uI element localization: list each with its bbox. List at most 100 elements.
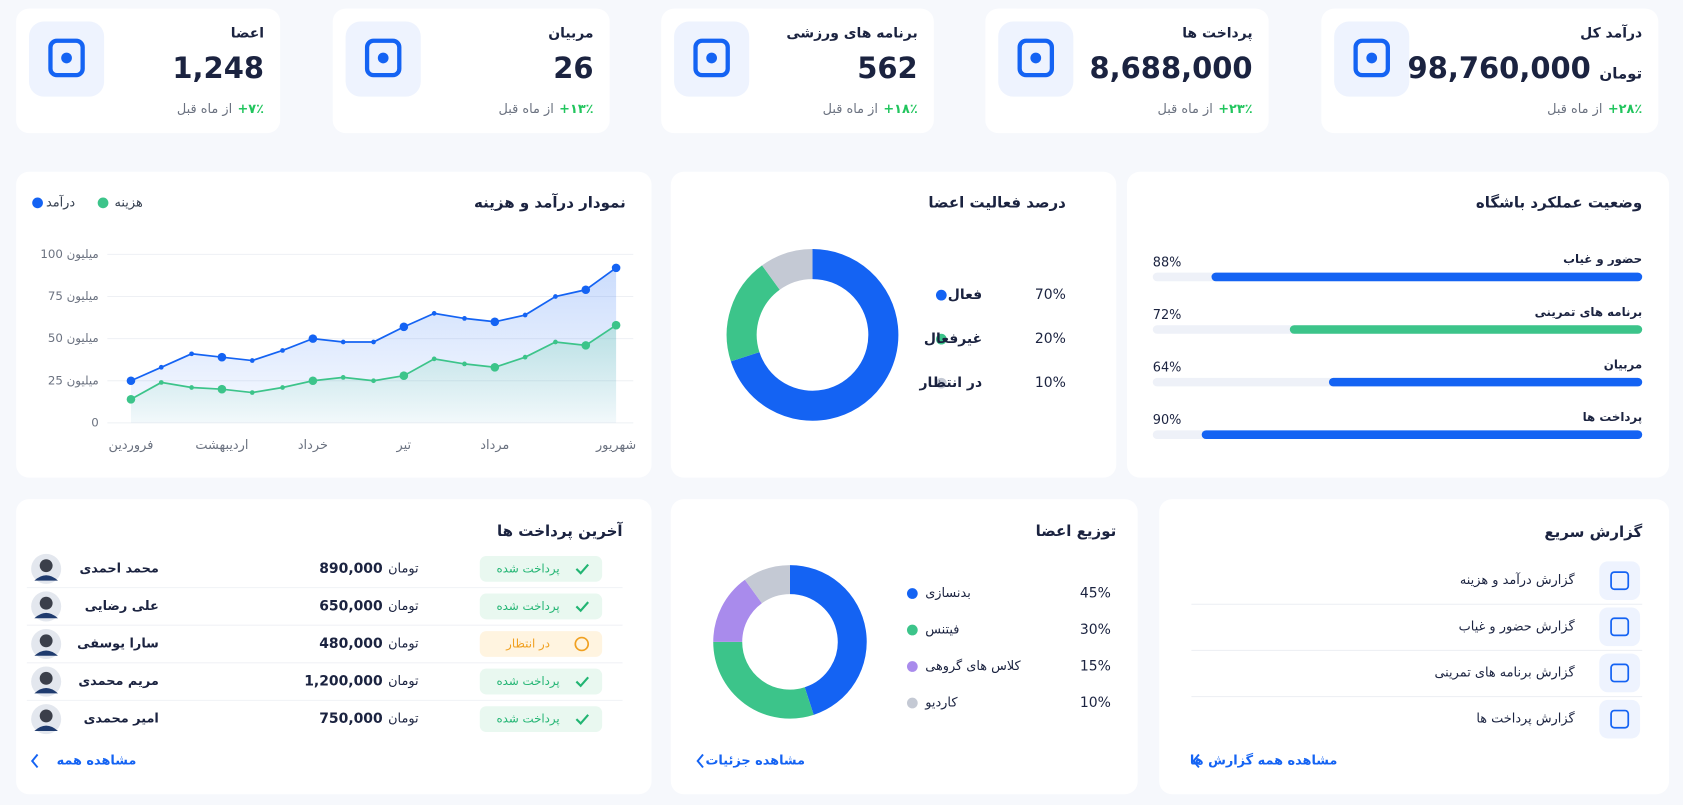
data-point [431, 356, 437, 362]
status-pill [479, 631, 603, 657]
value-label: 72% [1153, 308, 1182, 323]
value-label: 30% [1080, 622, 1111, 638]
report-icon-bg[interactable] [1599, 607, 1641, 647]
stat-title: درآمد کل [1580, 24, 1642, 41]
bar [1201, 430, 1643, 439]
x-tick-label: خرداد [298, 438, 328, 453]
stat-change: +۱۸٪ [883, 102, 918, 117]
value-label: 90% [1153, 413, 1182, 428]
stat-value: 98,760,000 [1408, 51, 1591, 85]
payer-name: محمد احمدی [79, 561, 158, 576]
avatar-body [34, 575, 58, 581]
legend-label: فیتنس [925, 623, 959, 638]
stat-change-note: از ماه قبل [1547, 102, 1602, 117]
status-pill [479, 668, 603, 695]
data-point [399, 371, 409, 381]
details-link[interactable]: مشاهده جزئیات [705, 753, 805, 768]
bar-label: پرداخت ها [1583, 410, 1643, 425]
amount: 890,000 [319, 561, 383, 577]
report-icon [1610, 709, 1630, 729]
view-all-link[interactable]: مشاهده همه [57, 753, 137, 768]
stat-title: اعضا [231, 25, 264, 41]
stat-icon [61, 52, 72, 64]
status-icon [575, 601, 590, 613]
avatar-body [34, 688, 58, 694]
status-icon [574, 636, 590, 652]
data-point [553, 294, 558, 299]
data-point [522, 312, 528, 318]
report-icon-bg[interactable] [1599, 699, 1641, 739]
stat-change-note: از ماه قبل [498, 102, 553, 117]
status-pill [479, 555, 603, 582]
data-point [371, 378, 376, 384]
data-point [189, 385, 194, 390]
data-point [522, 354, 528, 360]
status-icon [575, 714, 590, 725]
data-point [611, 263, 621, 273]
report-item[interactable]: گزارش حضور و غیاب [1459, 618, 1576, 634]
bar-label: برنامه های تمرینی [1535, 305, 1643, 320]
chart-title: درصد فعالیت اعضا [928, 193, 1066, 211]
stat-title: مربیان [548, 25, 593, 41]
chart-title: نمودار درآمد و هزینه [474, 193, 626, 211]
avatar-head [39, 709, 53, 723]
report-icon-bg[interactable] [1599, 561, 1641, 600]
report-icon [1610, 663, 1630, 683]
view-all-reports-link[interactable]: مشاهده همه گزارش ها [1190, 752, 1338, 768]
report-icon [1610, 617, 1630, 637]
legend-marker [906, 588, 918, 599]
legend-marker [935, 377, 947, 389]
data-point [340, 375, 346, 380]
stat-change-note: از ماه قبل [177, 102, 232, 117]
status: پرداخت شده [496, 561, 559, 576]
data-point [126, 395, 136, 404]
report-item[interactable]: گزارش برنامه های تمرینی [1434, 664, 1575, 680]
avatar-body [34, 725, 58, 731]
bar-label: مربیان [1604, 357, 1642, 372]
status: پرداخت شده [496, 712, 559, 727]
report-item[interactable]: گزارش درآمد و هزینه [1460, 572, 1576, 588]
data-point [280, 348, 285, 353]
stat-title: پرداخت ها [1182, 25, 1252, 41]
stat-icon [1030, 52, 1042, 64]
bar [1328, 377, 1643, 387]
data-point [431, 310, 437, 316]
bar [1289, 325, 1643, 334]
x-tick-label: شهریور [595, 438, 636, 453]
chevron [1192, 753, 1200, 769]
avatar-head [39, 634, 53, 648]
amount-unit: تومان [388, 712, 419, 727]
stat-unit: تومان [1599, 65, 1642, 83]
chevron [30, 753, 39, 769]
stat-value: 1,248 [172, 51, 264, 85]
data-point [158, 364, 164, 370]
stat-icon [48, 38, 85, 78]
avatar-head [39, 559, 53, 573]
amount-unit: تومان [388, 674, 419, 689]
y-tick-label: 0 [91, 415, 99, 429]
stat-change: +۲۸٪ [1608, 102, 1643, 117]
status-pill [479, 706, 603, 733]
data-point [399, 322, 409, 332]
value-label: 10% [1080, 695, 1111, 711]
bar-label: حضور و غیاب [1563, 252, 1642, 267]
data-point [280, 385, 285, 390]
legend-label: کلاس های گروهی [925, 658, 1021, 674]
stat-change-note: از ماه قبل [1158, 102, 1213, 117]
report-icon [1610, 571, 1630, 591]
donut-segment [789, 565, 867, 715]
value-label: 64% [1153, 361, 1182, 376]
panel [1127, 171, 1670, 478]
status-icon [575, 563, 590, 575]
stat-change: +۲۳٪ [1218, 102, 1253, 117]
report-item[interactable]: گزارش پرداخت ها [1476, 711, 1575, 727]
stat-icon [693, 38, 730, 78]
data-point [126, 376, 136, 386]
y-tick-label: 50 میلیون [48, 331, 99, 346]
status-icon [575, 676, 590, 688]
avatar-head [39, 671, 53, 685]
report-icon-bg[interactable] [1599, 653, 1641, 693]
panel-title: آخرین پرداخت ها [497, 522, 623, 541]
amount-unit: تومان [388, 561, 419, 576]
